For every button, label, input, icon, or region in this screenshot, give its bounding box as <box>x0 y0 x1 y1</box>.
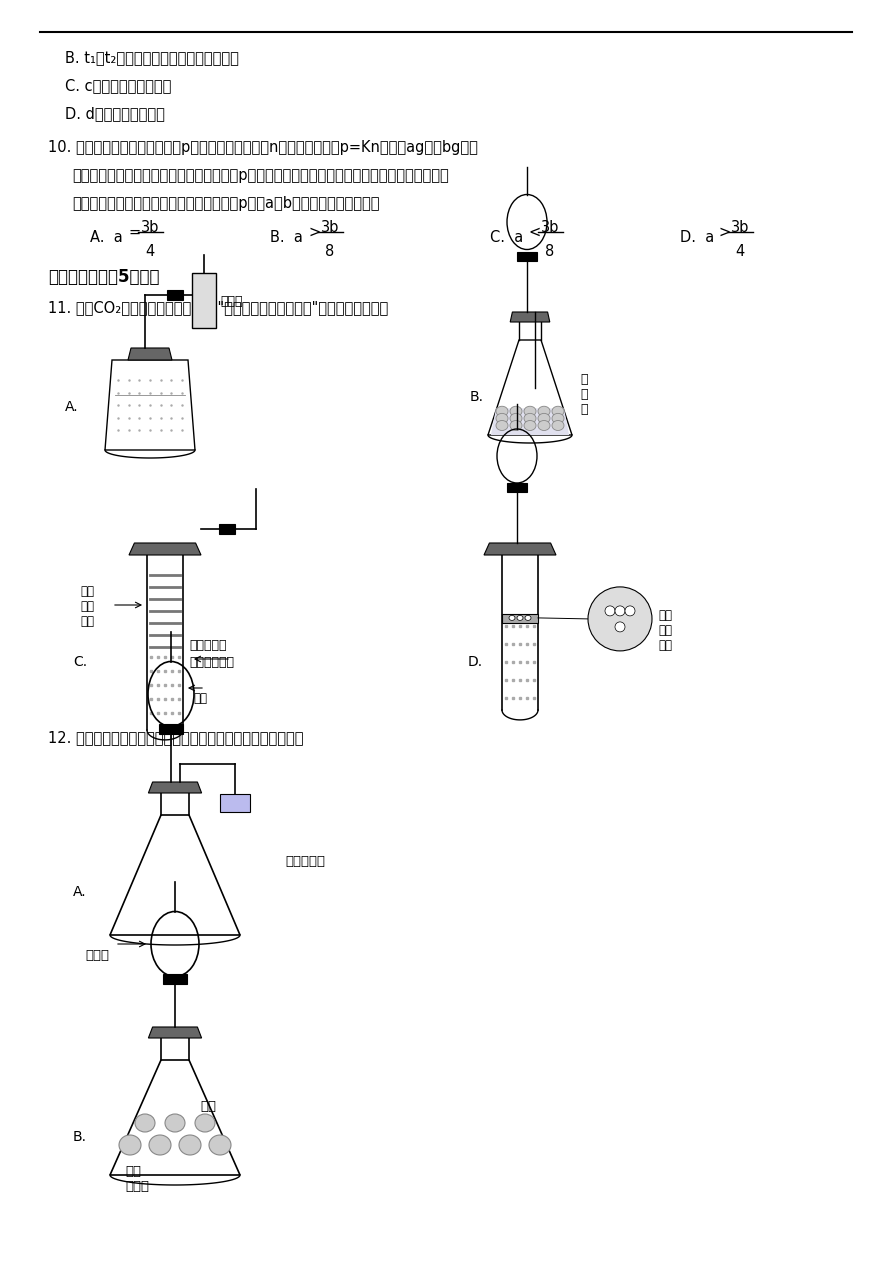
Text: 小
试
管: 小 试 管 <box>580 374 588 416</box>
Text: 待温度复原时，测得容器内气体压强仍然为p，则a与b的关系可能为（　　）: 待温度复原时，测得容器内气体压强仍然为p，则a与b的关系可能为（ ） <box>72 196 379 211</box>
Polygon shape <box>129 543 201 555</box>
Text: <: < <box>529 225 541 240</box>
Circle shape <box>605 606 615 616</box>
Ellipse shape <box>517 616 523 621</box>
Text: 8: 8 <box>545 244 555 259</box>
Circle shape <box>625 606 635 616</box>
Ellipse shape <box>510 414 522 423</box>
Ellipse shape <box>524 406 536 416</box>
Text: B.: B. <box>73 1129 87 1143</box>
Ellipse shape <box>510 406 522 416</box>
Bar <box>517 252 537 261</box>
Ellipse shape <box>538 406 550 416</box>
Polygon shape <box>491 409 569 435</box>
Text: 放入一密闭容器中，测得容器内气体压强为p，然后提供一定条件使容器内的物质发生充分反应，: 放入一密闭容器中，测得容器内气体压强为p，然后提供一定条件使容器内的物质发生充分… <box>72 168 449 183</box>
Text: >: > <box>309 225 321 240</box>
Text: B.: B. <box>470 390 484 404</box>
Text: 3b: 3b <box>141 220 159 235</box>
Ellipse shape <box>496 406 508 416</box>
Bar <box>167 290 183 300</box>
Bar <box>163 974 187 984</box>
Ellipse shape <box>538 420 550 430</box>
Polygon shape <box>484 543 556 555</box>
Text: 检查气密性: 检查气密性 <box>285 854 325 868</box>
Ellipse shape <box>538 414 550 423</box>
Text: 稀硫酸: 稀硫酸 <box>85 949 109 962</box>
Circle shape <box>615 606 625 616</box>
Ellipse shape <box>209 1135 231 1155</box>
Text: A.  a: A. a <box>90 230 123 245</box>
Polygon shape <box>502 613 538 623</box>
Text: C.  a: C. a <box>490 230 524 245</box>
Text: 11. 下列CO₂的制备装置中，不能起到"能控制反应发生和停止"效果的是（　　）: 11. 下列CO₂的制备装置中，不能起到"能控制反应发生和停止"效果的是（ ） <box>48 300 388 316</box>
Ellipse shape <box>524 420 536 430</box>
Ellipse shape <box>552 414 564 423</box>
Text: 多孔
塑料
隔板: 多孔 塑料 隔板 <box>658 608 672 652</box>
Text: 4: 4 <box>145 244 154 259</box>
Text: 3b: 3b <box>731 220 749 235</box>
Ellipse shape <box>525 616 531 621</box>
Ellipse shape <box>149 1135 171 1155</box>
Ellipse shape <box>119 1135 141 1155</box>
Ellipse shape <box>496 420 508 430</box>
Text: 10. 在相同条件下，气体压强（p）与气体分子数目（n）成正比关系（p=Kn），若ag碳和bg氧气: 10. 在相同条件下，气体压强（p）与气体分子数目（n）成正比关系（p=Kn），… <box>48 140 478 155</box>
Bar <box>219 524 235 534</box>
Circle shape <box>615 622 625 632</box>
Text: 8: 8 <box>326 244 334 259</box>
Ellipse shape <box>552 406 564 416</box>
Ellipse shape <box>510 420 522 430</box>
Text: B.  a: B. a <box>270 230 303 245</box>
Text: D.  a: D. a <box>680 230 714 245</box>
Text: 二．多选题（共5小题）: 二．多选题（共5小题） <box>48 268 160 286</box>
Polygon shape <box>128 348 172 360</box>
Polygon shape <box>510 312 549 322</box>
Bar <box>220 794 250 811</box>
Bar <box>192 273 216 328</box>
Text: 干燥管: 干燥管 <box>220 295 243 308</box>
Text: 3b: 3b <box>321 220 339 235</box>
Text: 块状
大理石: 块状 大理石 <box>125 1165 149 1193</box>
Text: B. t₁和t₂时，固体中铜元素质量保持不变: B. t₁和t₂时，固体中铜元素质量保持不变 <box>65 50 239 66</box>
Text: =: = <box>129 225 141 240</box>
Text: 3b: 3b <box>541 220 559 235</box>
Text: 12. 实验室制取二氧化碳的有关操作如下图，正确的是（　　）: 12. 实验室制取二氧化碳的有关操作如下图，正确的是（ ） <box>48 729 303 745</box>
Ellipse shape <box>552 420 564 430</box>
Circle shape <box>588 587 652 651</box>
Polygon shape <box>148 782 202 793</box>
Text: D. d是二氧化碳的质量: D. d是二氧化碳的质量 <box>65 106 165 121</box>
Text: >: > <box>719 225 731 240</box>
Text: 向漏斗中加水: 向漏斗中加水 <box>189 656 234 669</box>
Ellipse shape <box>496 414 508 423</box>
Text: D.: D. <box>468 655 483 669</box>
Ellipse shape <box>135 1114 155 1132</box>
Text: 夹住止水夹: 夹住止水夹 <box>189 639 227 652</box>
Text: A.: A. <box>65 400 78 414</box>
Text: A.: A. <box>73 885 87 899</box>
Bar <box>159 724 183 734</box>
Ellipse shape <box>165 1114 185 1132</box>
Bar <box>507 483 527 492</box>
Text: 制气: 制气 <box>200 1100 216 1113</box>
Ellipse shape <box>524 414 536 423</box>
Ellipse shape <box>195 1114 215 1132</box>
Ellipse shape <box>179 1135 201 1155</box>
Text: 可抽
动的
铜丝: 可抽 动的 铜丝 <box>80 586 94 628</box>
Text: 4: 4 <box>735 244 745 259</box>
Text: C.: C. <box>73 655 87 669</box>
Text: C. c是固体混合物的质量: C. c是固体混合物的质量 <box>65 78 171 93</box>
Text: 铜网: 铜网 <box>193 692 207 704</box>
Polygon shape <box>148 1027 202 1039</box>
Ellipse shape <box>509 616 515 621</box>
